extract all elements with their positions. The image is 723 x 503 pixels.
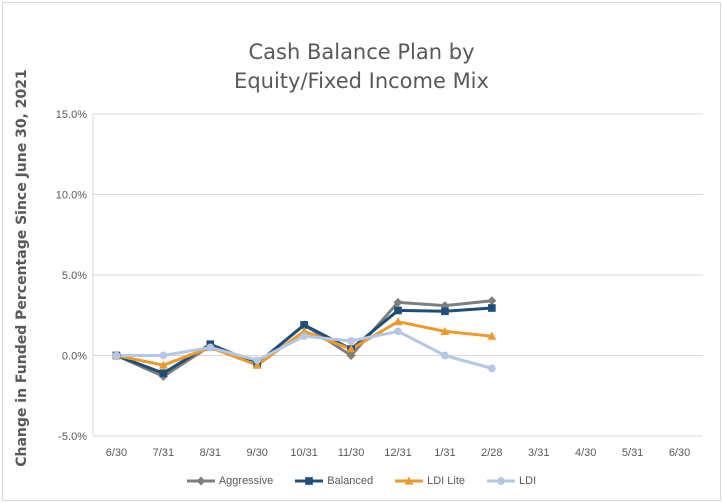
legend-item: LDI bbox=[487, 475, 536, 487]
chart-title: Cash Balance Plan by Equity/Fixed Income… bbox=[0, 38, 723, 96]
data-point bbox=[159, 369, 168, 378]
y-tick-label: 10.0% bbox=[56, 190, 87, 202]
legend-swatch-icon bbox=[395, 476, 424, 485]
data-point bbox=[112, 351, 121, 360]
chart-title-line-2: Equity/Fixed Income Mix bbox=[234, 69, 489, 93]
x-tick-label: 6/30 bbox=[106, 447, 127, 459]
data-point bbox=[346, 344, 356, 353]
data-point bbox=[488, 304, 496, 312]
series-line bbox=[115, 306, 492, 375]
data-point bbox=[158, 360, 168, 369]
legend-item: Aggressive bbox=[186, 475, 274, 487]
legend-item: LDI Lite bbox=[395, 475, 465, 487]
data-point bbox=[299, 326, 309, 335]
data-point bbox=[440, 326, 450, 335]
x-tick-label: 11/30 bbox=[338, 447, 365, 459]
data-point bbox=[300, 332, 308, 341]
y-tick-label: 0.0% bbox=[62, 351, 87, 363]
legend-item: Balanced bbox=[295, 475, 373, 487]
x-tick-label: 4/30 bbox=[575, 447, 596, 459]
data-point bbox=[393, 317, 403, 326]
data-point bbox=[346, 351, 356, 360]
legend-swatch-icon bbox=[295, 477, 324, 485]
x-tick-label: 2/28 bbox=[481, 447, 502, 459]
y-tick-label: 15.0% bbox=[56, 109, 87, 121]
x-tick-label: 5/31 bbox=[622, 447, 643, 459]
x-tick-label: 3/31 bbox=[528, 447, 549, 459]
data-point bbox=[300, 321, 308, 329]
data-point bbox=[394, 327, 402, 336]
x-tick-label: 1/31 bbox=[434, 447, 455, 459]
legend-swatch-icon bbox=[487, 477, 516, 485]
y-tick-label: -5.0% bbox=[58, 431, 87, 443]
data-point bbox=[159, 351, 168, 360]
x-tick-label: 8/31 bbox=[200, 447, 221, 459]
data-point bbox=[487, 296, 497, 306]
y-tick-label: 5.0% bbox=[62, 270, 87, 282]
data-point bbox=[305, 477, 314, 485]
data-point bbox=[487, 331, 497, 340]
x-tick-label: 12/31 bbox=[384, 447, 412, 459]
x-tick-label: 9/30 bbox=[247, 447, 268, 459]
data-point bbox=[394, 306, 402, 315]
data-point bbox=[252, 360, 262, 369]
legend-label: LDI bbox=[519, 475, 537, 487]
data-point bbox=[347, 337, 355, 345]
x-tick-label: 10/31 bbox=[290, 447, 318, 459]
data-point bbox=[404, 476, 414, 485]
data-point bbox=[206, 343, 215, 352]
legend-swatch-icon bbox=[186, 476, 215, 486]
data-point bbox=[488, 364, 496, 373]
data-point bbox=[441, 351, 449, 360]
x-tick-label: 7/31 bbox=[153, 447, 174, 459]
data-point bbox=[393, 297, 403, 307]
data-point bbox=[196, 476, 206, 486]
legend: Aggressive Balanced LDI Lite LDI bbox=[0, 472, 723, 490]
legend-label: Balanced bbox=[327, 475, 374, 487]
data-point bbox=[497, 477, 505, 485]
data-point bbox=[441, 307, 449, 316]
chart-title-line-1: Cash Balance Plan by bbox=[248, 40, 475, 64]
data-point bbox=[253, 356, 262, 365]
x-tick-label: 6/30 bbox=[669, 447, 690, 459]
legend-label: Aggressive bbox=[218, 475, 274, 487]
legend-label: LDI Lite bbox=[427, 475, 466, 487]
